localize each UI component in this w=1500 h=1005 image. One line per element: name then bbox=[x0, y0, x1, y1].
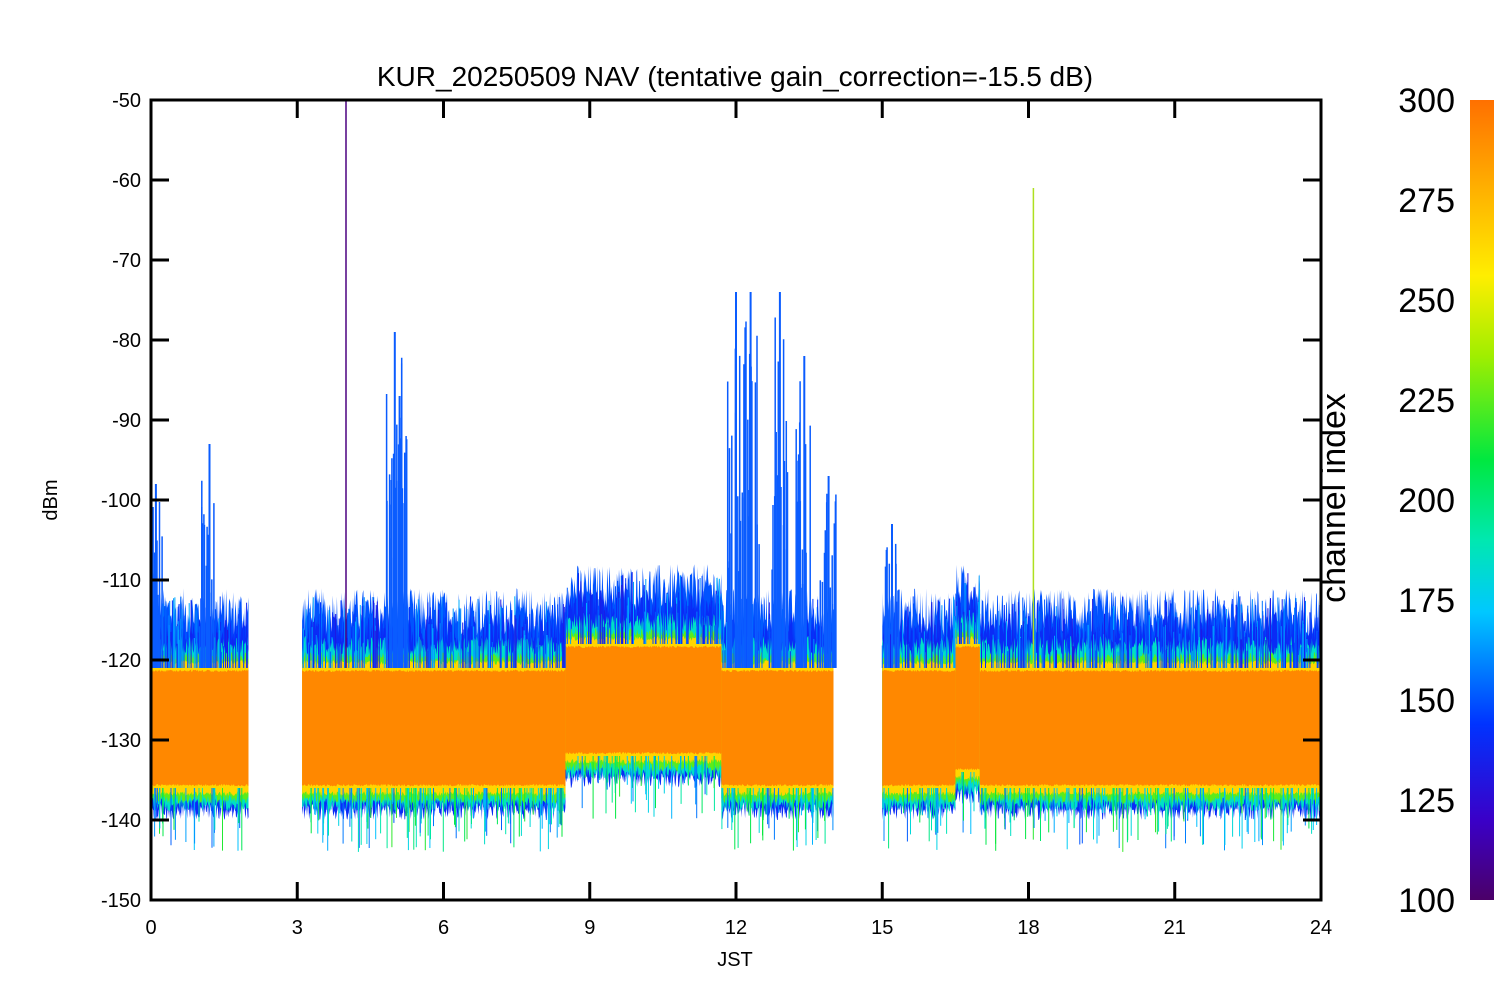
colorbar-tick-label: 250 bbox=[1398, 282, 1455, 320]
y-tick-label: -50 bbox=[112, 90, 141, 112]
colorbar-tick-label: 150 bbox=[1398, 682, 1455, 720]
x-tick-label: 9 bbox=[584, 917, 595, 939]
y-tick-label: -110 bbox=[102, 570, 141, 592]
noise-band-ch300 bbox=[565, 645, 722, 755]
colorbar-label: channel index bbox=[1315, 393, 1353, 603]
noise-band-ch300 bbox=[302, 669, 566, 787]
x-tick-label: 18 bbox=[1017, 917, 1039, 939]
y-tick-label: -140 bbox=[101, 810, 141, 832]
y-tick-label: -130 bbox=[101, 730, 141, 752]
plot-area bbox=[151, 100, 1321, 852]
x-tick-label: 21 bbox=[1164, 917, 1186, 939]
noise-band-ch300 bbox=[882, 669, 956, 787]
x-tick-label: 0 bbox=[145, 917, 156, 939]
x-tick-label: 12 bbox=[725, 917, 747, 939]
colorbar-ticks: 300 275 250 225 200 175 150 125 100 bbox=[1398, 82, 1455, 920]
y-axis-ticks: -50 -60 -70 -80 -90 -100 -110 -120 -130 -140 -150 bbox=[101, 90, 1321, 912]
x-tick-label: 3 bbox=[292, 917, 303, 939]
colorbar-tick-label: 125 bbox=[1398, 782, 1455, 820]
y-tick-label: -120 bbox=[101, 650, 141, 672]
y-tick-label: -60 bbox=[112, 170, 141, 192]
y-tick-label: -80 bbox=[112, 330, 141, 352]
y-tick-label: -90 bbox=[112, 410, 141, 432]
noise-band-ch300 bbox=[979, 669, 1321, 787]
chart-title: KUR_20250509 NAV (tentative gain_correct… bbox=[377, 61, 1093, 92]
y-tick-label: -100 bbox=[101, 490, 141, 512]
y-tick-label: -150 bbox=[101, 890, 141, 912]
y-axis-label: dBm bbox=[40, 479, 62, 520]
x-tick-label: 15 bbox=[871, 917, 893, 939]
colorbar-tick-label: 275 bbox=[1398, 182, 1455, 220]
noise-band-ch300 bbox=[721, 669, 834, 787]
noise-band-ch300 bbox=[955, 645, 980, 771]
noise-band bbox=[151, 564, 1321, 820]
colorbar-tick-label: 100 bbox=[1398, 882, 1455, 920]
colorbar-tick-label: 300 bbox=[1398, 82, 1455, 120]
x-tick-label: 24 bbox=[1310, 917, 1332, 939]
y-tick-label: -70 bbox=[112, 250, 141, 272]
colorbar-tick-label: 175 bbox=[1398, 582, 1455, 620]
colorbar bbox=[1470, 100, 1494, 900]
spike-series-ch150 bbox=[151, 292, 900, 668]
x-tick-label: 6 bbox=[438, 917, 449, 939]
colorbar-tick-label: 225 bbox=[1398, 382, 1455, 420]
noise-band-ch300 bbox=[151, 669, 249, 787]
x-axis-label: JST bbox=[717, 949, 753, 971]
x-axis-ticks: 0 3 6 9 12 15 18 21 24 bbox=[145, 100, 1332, 939]
colorbar-tick-label: 200 bbox=[1398, 482, 1455, 520]
